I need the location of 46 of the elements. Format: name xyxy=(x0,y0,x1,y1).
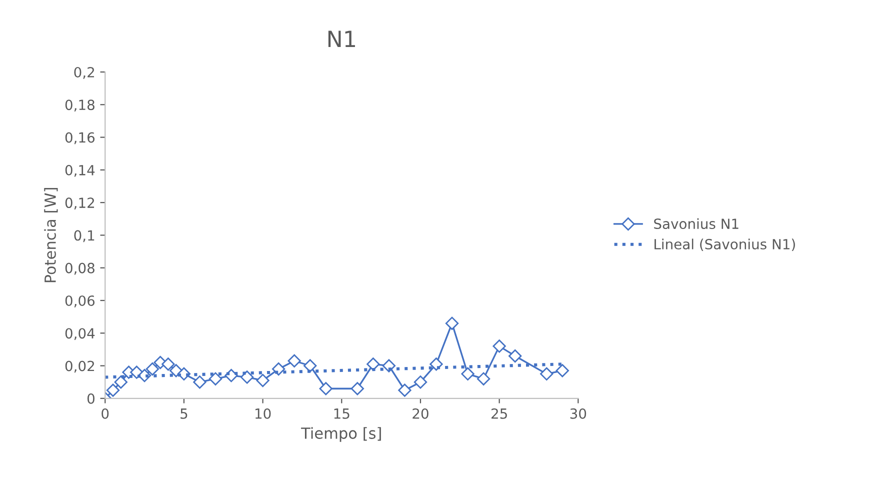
point xyxy=(398,384,412,397)
point xyxy=(146,362,160,376)
point xyxy=(476,372,490,386)
y-tick-label: 0,02 xyxy=(65,360,94,373)
y-tick-label: 0,06 xyxy=(65,295,95,308)
x-tick-label: 5 xyxy=(180,408,188,419)
point xyxy=(414,375,428,389)
x-axis-title: Tiempo [s] xyxy=(301,427,381,442)
x-tick-label: 0 xyxy=(102,408,109,419)
y-tick-label: 0,1 xyxy=(74,230,94,242)
point xyxy=(366,358,380,371)
y-tick-label: 0,14 xyxy=(65,164,95,177)
point xyxy=(304,359,317,372)
point xyxy=(162,358,175,371)
point xyxy=(319,382,332,396)
point xyxy=(193,375,206,389)
point xyxy=(445,316,459,330)
y-axis-title: Potencia [W] xyxy=(44,188,58,282)
y-tick-label: 0,18 xyxy=(65,100,94,112)
point xyxy=(556,364,569,378)
point xyxy=(508,349,522,363)
point xyxy=(256,374,270,388)
point xyxy=(240,370,254,384)
x-tick-label: 25 xyxy=(492,408,507,419)
y-tick-label: 0 xyxy=(87,393,94,404)
point xyxy=(114,375,128,389)
point xyxy=(492,340,506,353)
y-tick-label: 0,16 xyxy=(65,132,95,144)
y-tick-label: 0,2 xyxy=(74,66,94,79)
y-tick-label: 0,08 xyxy=(65,262,94,275)
point xyxy=(540,367,554,381)
chart-title: N1 xyxy=(328,30,355,47)
legend-label: Savonius N1 xyxy=(654,218,738,230)
y-tick-label: 0,04 xyxy=(65,328,95,340)
point xyxy=(208,372,222,386)
legend-label: Lineal (Savonius N1) xyxy=(654,238,795,252)
point xyxy=(430,358,443,371)
point xyxy=(288,354,301,368)
x-tick-label: 30 xyxy=(570,408,586,419)
x-tick-label: 15 xyxy=(334,408,350,419)
y-tick-label: 0,12 xyxy=(65,198,94,210)
point xyxy=(106,384,120,397)
point xyxy=(350,382,364,396)
x-tick-label: 20 xyxy=(412,408,428,419)
point xyxy=(461,367,474,381)
x-tick-label: 10 xyxy=(255,408,271,419)
